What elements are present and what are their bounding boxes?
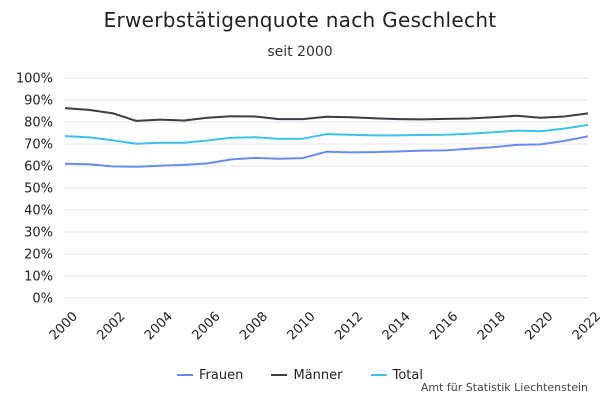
legend: Frauen Männer Total	[0, 365, 600, 383]
y-tick-label: 60%	[24, 160, 53, 175]
y-tick-label: 50%	[24, 182, 53, 197]
y-tick-label: 100%	[16, 72, 53, 87]
legend-item-maenner[interactable]: Männer	[271, 368, 342, 383]
legend-swatch-maenner	[271, 374, 288, 376]
y-tick-label: 90%	[24, 94, 53, 109]
y-tick-label: 0%	[32, 292, 53, 307]
x-tick-label: 2022	[570, 309, 600, 343]
x-tick-label: 2010	[285, 309, 319, 343]
chart-title: Erwerbstätigenquote nach Geschlecht	[103, 8, 497, 32]
chart-subtitle: seit 2000	[267, 44, 333, 60]
y-tick-label: 30%	[24, 226, 53, 241]
x-tick-label: 2004	[142, 309, 176, 343]
legend-swatch-total	[370, 374, 387, 376]
legend-swatch-frauen	[177, 374, 193, 376]
legend-item-total[interactable]: Total	[370, 367, 423, 383]
x-tick-label: 2012	[332, 309, 366, 343]
y-tick-label: 10%	[24, 270, 53, 285]
y-tick-label: 20%	[24, 248, 53, 263]
legend-label-frauen: Frauen	[199, 367, 244, 383]
y-tick-label: 80%	[24, 116, 53, 131]
legend-item-frauen[interactable]: Frauen	[177, 368, 243, 383]
x-tick-label: 2020	[522, 309, 556, 343]
x-tick-label: 2016	[427, 309, 461, 343]
x-tick-label: 2006	[190, 309, 224, 343]
y-tick-label: 70%	[24, 138, 53, 153]
x-tick-label: 2000	[47, 309, 81, 343]
source-credit: Amt für Statistik Liechtenstein	[420, 381, 588, 394]
series-line-frauen	[64, 135, 589, 168]
series-line-maenner	[64, 107, 589, 122]
x-tick-label: 2014	[380, 309, 414, 343]
x-tick-label: 2002	[94, 309, 128, 343]
line-chart: 0% 10% 20% 30% 40% 50% 60% 70% 80% 90% 100% 2000 200…	[16, 72, 600, 344]
y-tick-label: 40%	[24, 204, 53, 219]
legend-label-maenner: Männer	[293, 367, 343, 383]
x-tick-label: 2018	[475, 309, 509, 343]
x-tick-label: 2008	[237, 309, 271, 343]
legend-label-total: Total	[392, 367, 423, 383]
series-line-total	[64, 123, 589, 145]
